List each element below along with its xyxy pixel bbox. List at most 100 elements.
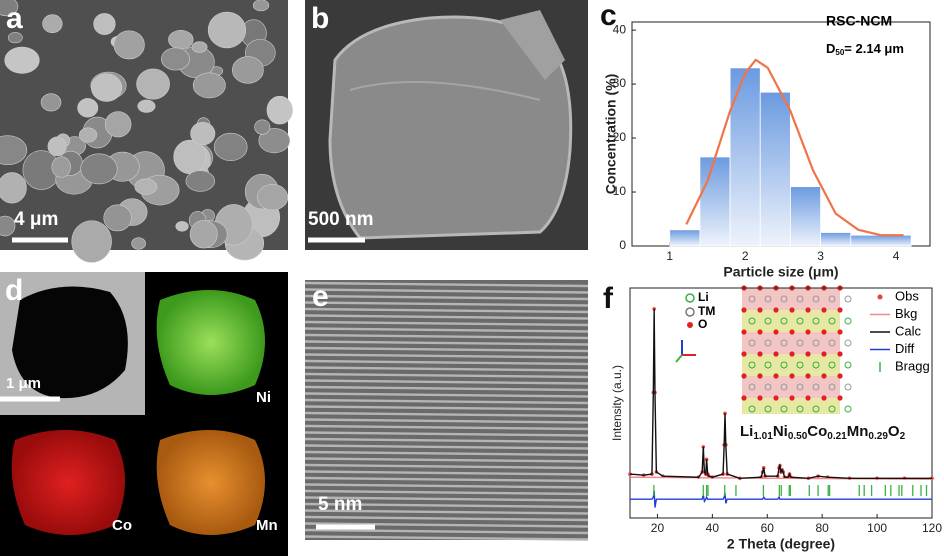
atom — [821, 351, 827, 357]
x-tick-label: 4 — [893, 249, 900, 263]
y-tick-label: 40 — [613, 22, 627, 36]
scale-label: 5 nm — [318, 494, 362, 515]
annotation: RSC-NCM — [826, 13, 892, 29]
atom — [837, 351, 843, 357]
atom — [796, 317, 804, 325]
atom — [789, 373, 795, 379]
atom — [773, 307, 779, 313]
particle — [189, 220, 218, 249]
lattice-fringe — [304, 411, 589, 418]
lattice-fringe — [304, 476, 589, 483]
atom — [773, 373, 779, 379]
particle — [256, 184, 289, 211]
atom — [764, 383, 772, 391]
lattice-fringe — [304, 509, 589, 515]
particle — [136, 68, 170, 100]
atom — [796, 383, 804, 391]
lattice-fringe — [304, 392, 589, 398]
atom — [844, 295, 852, 303]
histogram-bar — [820, 232, 852, 247]
particle — [0, 0, 19, 17]
atom — [796, 405, 804, 413]
atom — [748, 405, 756, 413]
series-line — [630, 490, 932, 508]
particle — [7, 32, 23, 44]
scale-label: 1 μm — [6, 375, 41, 392]
x-tick-label: 40 — [706, 521, 720, 535]
histogram-bar — [790, 186, 822, 247]
particle — [90, 73, 123, 102]
particle — [93, 13, 116, 35]
particle — [103, 204, 132, 232]
atom — [748, 295, 756, 303]
lattice-fringe — [304, 431, 589, 437]
legend-symbol — [877, 294, 883, 300]
lattice-fringe — [304, 437, 589, 444]
lattice-fringe — [304, 346, 589, 353]
atom — [805, 373, 811, 379]
atom — [789, 307, 795, 313]
particle — [168, 29, 194, 50]
x-tick-label: 1 — [666, 249, 673, 263]
particle — [137, 99, 156, 113]
lattice-fringe — [304, 353, 589, 359]
atom — [780, 383, 788, 391]
particle — [71, 220, 112, 263]
atom — [805, 329, 811, 335]
atom — [812, 405, 820, 413]
scale-bars — [0, 237, 375, 530]
atom — [741, 307, 747, 313]
plot-frame — [629, 287, 933, 519]
particle — [252, 0, 270, 12]
hrtem-image — [304, 280, 589, 541]
y-tick-label: 20 — [613, 130, 627, 144]
particle — [77, 98, 99, 118]
structure-legend: TM — [698, 304, 715, 318]
atom — [812, 295, 820, 303]
lattice-fringe — [304, 489, 589, 496]
lattice-fringe — [304, 398, 589, 405]
lattice-fringe — [304, 450, 589, 457]
lattice-fringe — [304, 320, 589, 327]
atom — [773, 395, 779, 401]
map-label: Mn — [256, 517, 278, 534]
formula-subscript: 0.29 — [868, 431, 888, 442]
atom — [821, 373, 827, 379]
atom — [796, 339, 804, 347]
atom — [748, 317, 756, 325]
atom — [828, 361, 836, 369]
formula-element: Li — [740, 423, 753, 440]
particle — [78, 127, 98, 143]
atom — [757, 329, 763, 335]
atom — [837, 373, 843, 379]
scale-label: 500 nm — [308, 209, 373, 230]
atom — [805, 395, 811, 401]
lattice-fringe — [304, 502, 589, 509]
particle — [0, 215, 16, 237]
lattice-fringe — [304, 288, 589, 294]
x-tick-label: 80 — [816, 521, 830, 535]
atom — [764, 405, 772, 413]
atom — [805, 351, 811, 357]
particle — [258, 128, 291, 154]
histogram-bar — [850, 234, 912, 247]
y-axis-title: Intensity (a.u.) — [610, 365, 624, 441]
x-tick-label: 60 — [761, 521, 775, 535]
atom — [828, 317, 836, 325]
particle — [47, 136, 67, 157]
atom — [780, 339, 788, 347]
particle — [192, 72, 226, 99]
atom — [741, 351, 747, 357]
lattice-fringe — [304, 496, 589, 502]
lattice-fringe — [304, 314, 589, 320]
lattice-fringe — [304, 340, 589, 346]
lattice-fringe — [304, 294, 589, 301]
legend-label: Bkg — [895, 306, 917, 321]
atom — [764, 361, 772, 369]
atom — [741, 373, 747, 379]
lattice-fringe — [304, 418, 589, 424]
particle — [4, 46, 40, 74]
histogram-bar — [759, 91, 791, 247]
lattice-fringe — [304, 327, 589, 333]
formula-element: Mn — [847, 423, 869, 440]
